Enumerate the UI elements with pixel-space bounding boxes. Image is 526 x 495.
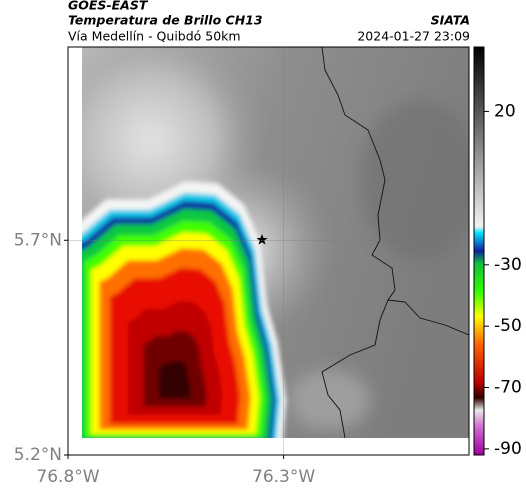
colorbar-label: -30 (494, 255, 522, 275)
y-tick-label: 5.7°N (14, 230, 62, 250)
timestamp: 2024-01-27 23:09 (357, 29, 470, 44)
satellite: GOES-EAST (68, 0, 149, 13)
source: SIATA (431, 13, 470, 28)
colorbar-label: -90 (494, 439, 522, 459)
region: Vía Medellín - Quibdó 50km (68, 29, 241, 44)
colorbar-label: -50 (494, 316, 522, 336)
y-tick-label: 5.2°N (14, 445, 62, 465)
colorbar (473, 46, 485, 456)
x-tick-label: 76.3°W (252, 467, 315, 487)
colorbar-label: 20 (494, 101, 516, 121)
map-frame (67, 46, 470, 456)
cloud-layer (159, 360, 191, 399)
x-tick-label: 76.8°W (36, 467, 99, 487)
colorbar-label: -70 (494, 378, 522, 398)
satellite-image (82, 47, 469, 438)
product: Temperatura de Brillo CH13 (68, 13, 263, 28)
cold-cloud (82, 181, 287, 438)
